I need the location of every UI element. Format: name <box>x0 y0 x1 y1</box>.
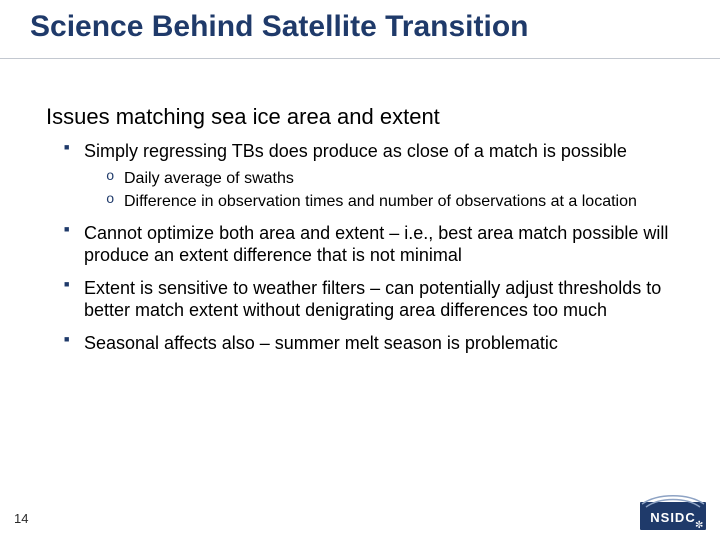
logo: NSIDC ✼ <box>640 494 706 530</box>
sub-list: Daily average of swaths Difference in ob… <box>106 169 680 212</box>
page-title: Science Behind Satellite Transition <box>30 10 690 44</box>
bullet-text: Simply regressing TBs does produce as cl… <box>84 141 627 161</box>
bullet-text: Cannot optimize both area and extent – i… <box>84 223 668 266</box>
list-item: Simply regressing TBs does produce as cl… <box>64 140 680 212</box>
subbullet-text: Difference in observation times and numb… <box>124 193 637 210</box>
logo-text: NSIDC <box>650 510 695 525</box>
nsidc-logo-icon: NSIDC ✼ <box>640 494 706 530</box>
bullet-list: Simply regressing TBs does produce as cl… <box>64 140 680 354</box>
slide: Science Behind Satellite Transition Issu… <box>0 0 720 540</box>
list-item: Cannot optimize both area and extent – i… <box>64 222 680 267</box>
page-number: 14 <box>14 511 28 526</box>
list-item: Extent is sensitive to weather filters –… <box>64 277 680 322</box>
bullet-text: Extent is sensitive to weather filters –… <box>84 278 661 321</box>
bullet-text: Seasonal affects also – summer melt seas… <box>84 333 558 353</box>
content-area: Issues matching sea ice area and extent … <box>46 104 680 364</box>
subheading: Issues matching sea ice area and extent <box>46 104 680 130</box>
title-underline <box>0 58 720 59</box>
list-item: Seasonal affects also – summer melt seas… <box>64 332 680 355</box>
list-item: Daily average of swaths <box>106 169 680 189</box>
subbullet-text: Daily average of swaths <box>124 170 294 187</box>
svg-text:✼: ✼ <box>695 520 703 530</box>
list-item: Difference in observation times and numb… <box>106 192 680 212</box>
